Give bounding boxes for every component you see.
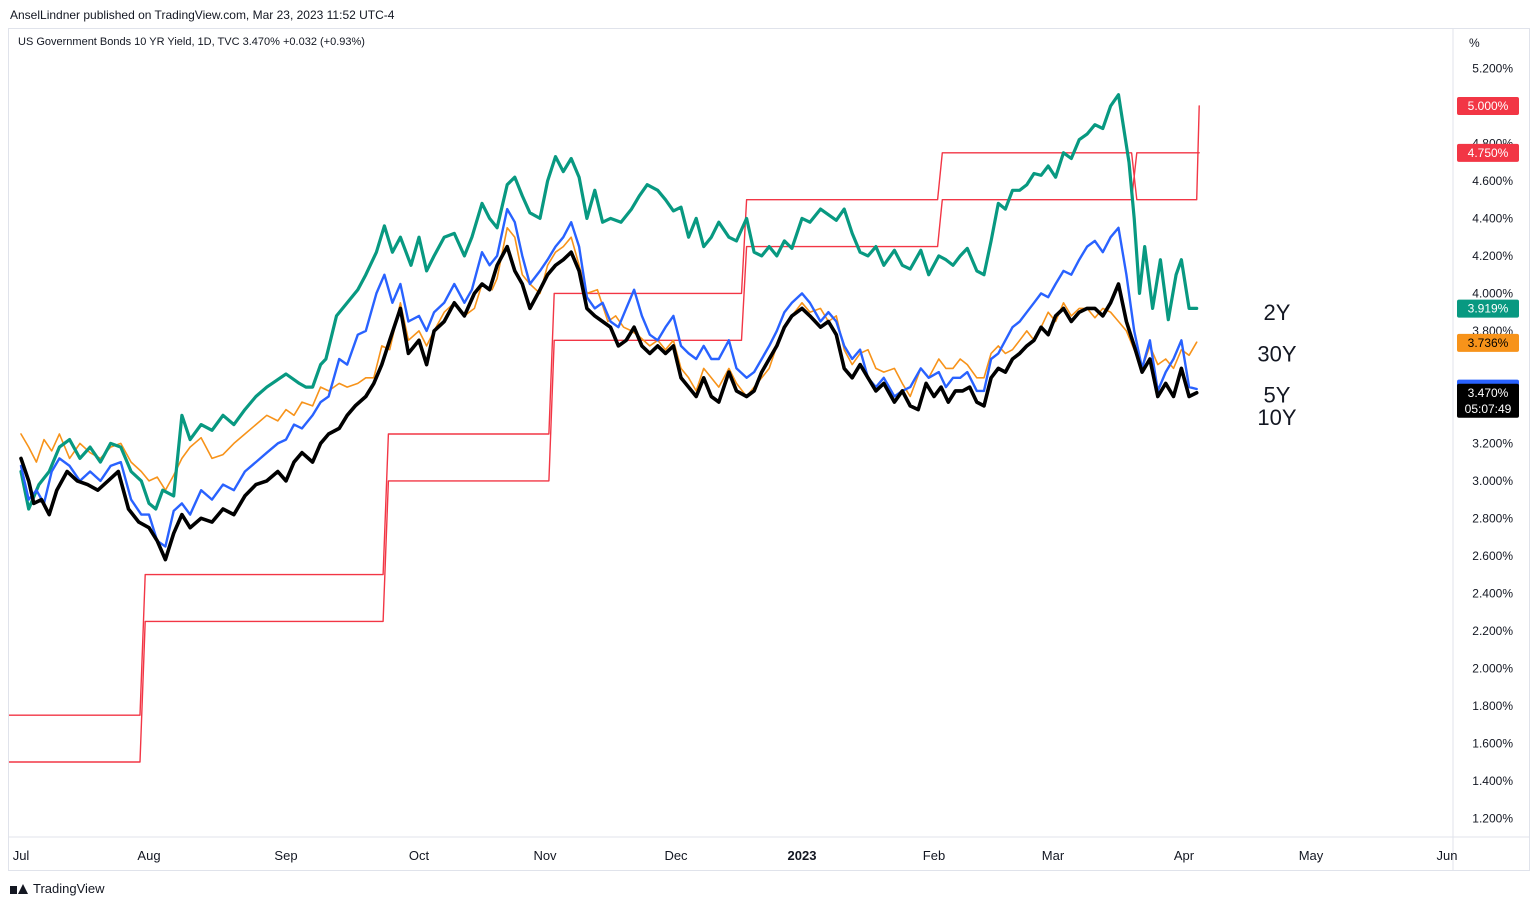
legend-symbol: US Government Bonds 10 YR Yield, 1D, TVC — [18, 36, 240, 48]
series-annotation: 30Y — [1257, 341, 1296, 366]
chart-frame: % 5.200% 4.800% 4.600% 4.400% 4.200% 4.000% 3.8… — [8, 28, 1530, 871]
series-line-2y — [19, 93, 1199, 511]
yield-chart[interactable]: %5.200%4.800%4.600%4.400%4.200%4.000%3.8… — [9, 29, 1529, 870]
price-badge-countdown: 05:07:49 — [1465, 402, 1512, 416]
series-line-30y — [20, 227, 1198, 491]
x-tick-label: 2023 — [788, 848, 817, 863]
y-tick-label: 1.400% — [1472, 774, 1513, 788]
x-tick-label: Nov — [533, 848, 557, 863]
series-line-5y — [19, 207, 1198, 548]
y-tick-label: 2.400% — [1472, 586, 1513, 600]
x-tick-label: Feb — [923, 848, 945, 863]
y-tick-label: 2.200% — [1472, 624, 1513, 638]
y-tick-label: 1.800% — [1472, 699, 1513, 713]
y-tick-label: 1.200% — [1472, 811, 1513, 825]
x-tick-label: Mar — [1042, 848, 1065, 863]
publisher-line: AnselLindner published on TradingView.co… — [10, 8, 395, 22]
price-badge-label: 3.919% — [1468, 302, 1509, 316]
x-tick-label: Oct — [409, 848, 430, 863]
series-annotation: 5Y — [1264, 383, 1291, 408]
series-annotation: 2Y — [1264, 300, 1291, 325]
price-badge-label: 4.750% — [1468, 146, 1509, 160]
price-badge — [1457, 383, 1519, 418]
price-badge — [1457, 96, 1519, 115]
x-tick-label: Dec — [664, 848, 688, 863]
x-tick-label: Jul — [13, 848, 30, 863]
price-badge — [1457, 143, 1519, 162]
price-axis-unit: % — [1469, 36, 1480, 50]
x-tick-label: Sep — [274, 848, 297, 863]
series-line-10y — [19, 244, 1199, 562]
x-tick-label: Aug — [137, 848, 160, 863]
x-tick-label: May — [1299, 848, 1324, 863]
price-badge-label: 3.736% — [1468, 336, 1509, 350]
y-tick-label: 3.200% — [1472, 436, 1513, 450]
chart-legend: US Government Bonds 10 YR Yield, 1D, TVC… — [18, 36, 365, 48]
series-line-fed-funds-upper — [9, 105, 1200, 716]
y-tick-label: 5.200% — [1472, 61, 1513, 75]
legend-change: +0.032 (+0.93%) — [282, 36, 365, 48]
brand-footer[interactable]: TradingView — [10, 881, 105, 896]
y-tick-label: 3.000% — [1472, 474, 1513, 488]
y-tick-label: 2.600% — [1472, 549, 1513, 563]
price-badge-label: 3.470% — [1468, 386, 1509, 400]
y-tick-label: 4.200% — [1472, 249, 1513, 263]
brand-name: TradingView — [33, 881, 105, 896]
x-tick-label: Apr — [1174, 848, 1195, 863]
y-tick-label: 4.600% — [1472, 174, 1513, 188]
price-badge — [1457, 333, 1519, 352]
legend-last-value: 3.470% — [242, 36, 280, 48]
price-badge — [1457, 299, 1519, 318]
y-tick-label: 2.000% — [1472, 661, 1513, 675]
y-tick-label: 1.600% — [1472, 736, 1513, 750]
series-annotation: 10Y — [1257, 405, 1296, 430]
price-badge-label: 5.000% — [1468, 99, 1509, 113]
y-tick-label: 2.800% — [1472, 511, 1513, 525]
x-tick-label: Jun — [1437, 848, 1458, 863]
y-tick-label: 4.000% — [1472, 286, 1513, 300]
y-tick-label: 4.400% — [1472, 211, 1513, 225]
tradingview-logo-icon — [10, 883, 28, 894]
series-line-fed-funds-lower — [9, 152, 1200, 763]
